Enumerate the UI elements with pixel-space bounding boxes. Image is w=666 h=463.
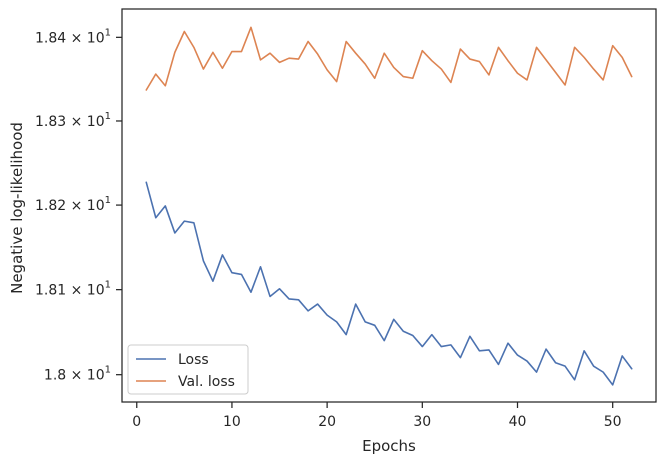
x-tick-label: 40: [509, 414, 527, 430]
x-tick-label: 0: [132, 414, 141, 430]
x-axis: 0 10 20 30 40 50: [132, 402, 622, 430]
y-tick-label: 1.84 × 101: [35, 27, 111, 46]
x-tick-label: 50: [604, 414, 622, 430]
x-tick-label: 30: [413, 414, 431, 430]
y-tick-label: 1.81 × 101: [35, 280, 111, 299]
legend-label-val-loss: Val. loss: [178, 374, 235, 390]
x-axis-label: Epochs: [362, 437, 416, 455]
x-tick-label: 10: [223, 414, 241, 430]
y-axis: 1.8 × 101 1.81 × 101 1.82 × 101 1.83 × 101 1…: [35, 27, 122, 384]
series-line-loss: [145, 181, 633, 386]
x-tick-label: 20: [318, 414, 336, 430]
plot-area: [121, 8, 657, 403]
y-tick-label: 1.8 × 101: [44, 365, 111, 384]
legend-label-loss: Loss: [178, 352, 209, 368]
legend: Loss Val. loss: [127, 344, 249, 395]
y-axis-label: Negative log-likelihood: [8, 122, 26, 294]
y-tick-label: 1.83 × 101: [35, 111, 111, 130]
y-tick-label: 1.82 × 101: [35, 195, 111, 214]
series-line-val-loss: [145, 26, 633, 91]
